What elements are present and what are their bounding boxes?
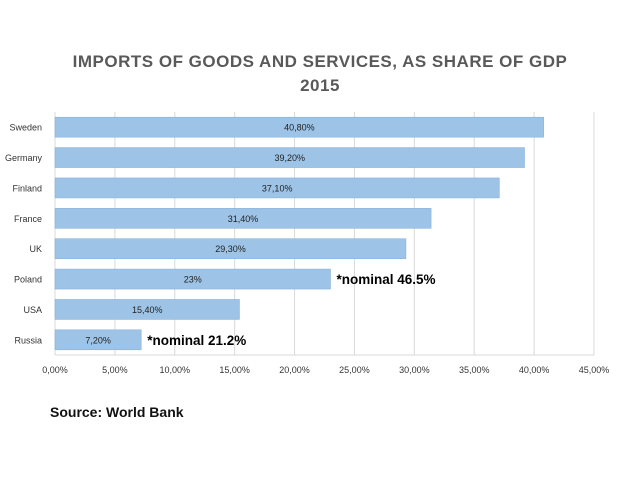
x-tick-label: 30,00% xyxy=(399,365,430,375)
category-labels: Sweden Germany Finland France UK Poland USA Rus… xyxy=(5,123,43,346)
x-tick-label: 15,00% xyxy=(219,365,250,375)
bar xyxy=(54,268,331,290)
x-tick-label: 25,00% xyxy=(339,365,370,375)
x-tick-label: 10,00% xyxy=(160,365,191,375)
category-label: Russia xyxy=(14,335,42,345)
x-tick-label: 45,00% xyxy=(579,365,610,375)
data-label: 40,80% xyxy=(284,123,315,133)
x-tick-label: 40,00% xyxy=(519,365,550,375)
data-label: 15,40% xyxy=(132,305,163,315)
x-tick-label: 20,00% xyxy=(279,365,310,375)
annotation: *nominal 21.2% xyxy=(147,333,246,348)
category-label: USA xyxy=(23,305,42,315)
x-tick-labels: 0,00% 5,00% 10,00% 15,00% 20,00% 25,00% 30,00%… xyxy=(42,365,609,375)
x-tick-label: 0,00% xyxy=(42,365,68,375)
annotations: *nominal 46.5% *nominal 21.2% xyxy=(147,272,435,348)
source-note: Source: World Bank xyxy=(50,404,184,420)
category-label: Poland xyxy=(14,275,42,285)
data-label: 31,40% xyxy=(228,214,259,224)
category-label: Germany xyxy=(5,153,43,163)
data-label: 7,20% xyxy=(85,335,111,345)
chart-title-main: IMPORTS OF GOODS AND SERVICES, AS SHARE … xyxy=(72,52,568,71)
data-label: 29,30% xyxy=(215,244,246,254)
data-label: 37,10% xyxy=(262,183,293,193)
annotation: *nominal 46.5% xyxy=(336,272,435,287)
chart-subtitle: 2015 xyxy=(300,76,340,95)
category-label: France xyxy=(14,214,42,224)
bar xyxy=(54,329,142,351)
bars: 40,80% 39,20% 37,10% 31,40% 29,30% 23% 15,40% 7… xyxy=(54,116,544,351)
x-tick-label: 5,00% xyxy=(102,365,128,375)
category-label: Sweden xyxy=(9,123,42,133)
category-label: Finland xyxy=(12,183,42,193)
bar xyxy=(54,147,525,168)
category-label: UK xyxy=(29,244,42,254)
bar xyxy=(54,177,500,199)
bar xyxy=(54,238,407,259)
x-tick-label: 35,00% xyxy=(459,365,490,375)
bar xyxy=(54,116,544,138)
bar xyxy=(54,299,240,320)
chart-title: IMPORTS OF GOODS AND SERVICES, AS SHARE … xyxy=(0,50,640,98)
data-label: 23% xyxy=(184,275,202,285)
bar xyxy=(54,208,432,229)
data-label: 39,20% xyxy=(274,153,305,163)
